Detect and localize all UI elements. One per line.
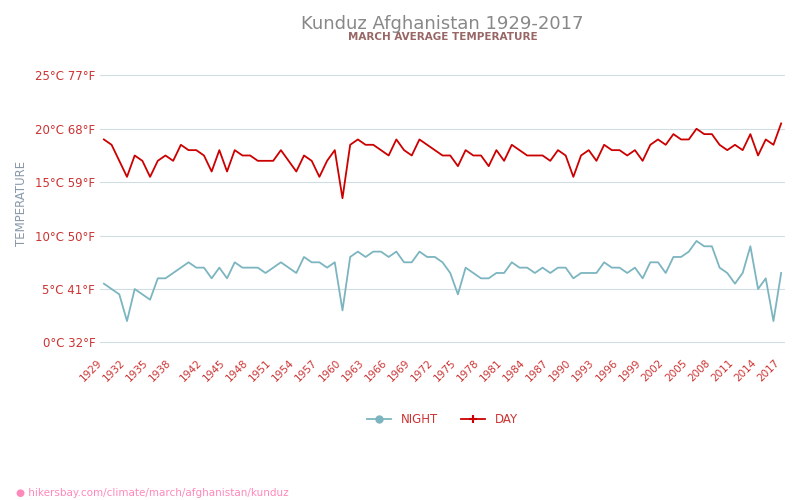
Legend: NIGHT, DAY: NIGHT, DAY: [362, 408, 522, 431]
Text: ● hikersbay.com/climate/march/afghanistan/kunduz: ● hikersbay.com/climate/march/afghanista…: [16, 488, 289, 498]
Title: Kunduz Afghanistan 1929-2017: Kunduz Afghanistan 1929-2017: [302, 15, 584, 33]
Y-axis label: TEMPERATURE: TEMPERATURE: [15, 161, 28, 246]
Text: MARCH AVERAGE TEMPERATURE: MARCH AVERAGE TEMPERATURE: [348, 32, 538, 42]
